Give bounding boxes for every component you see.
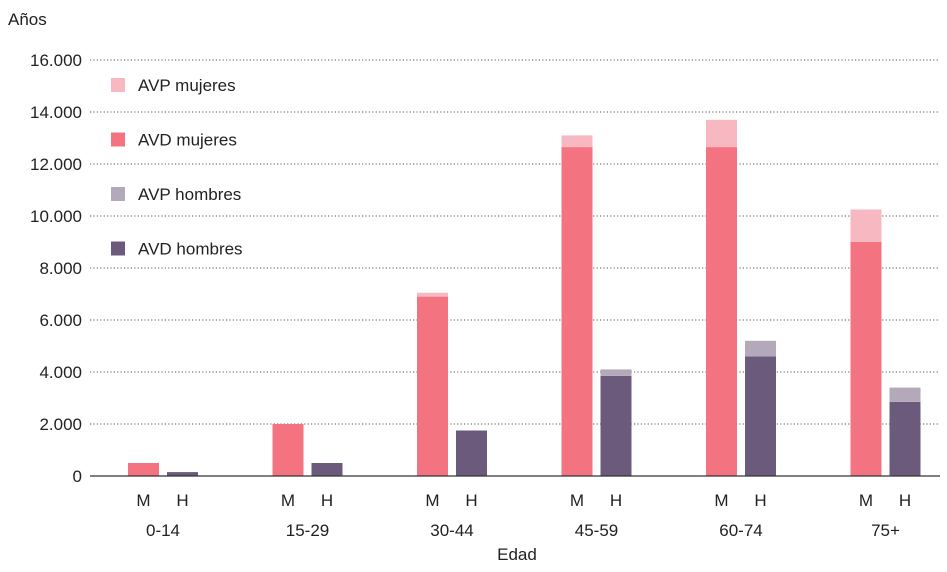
x-category-label: 15-29: [286, 521, 329, 540]
x-category-label: 30-44: [430, 521, 473, 540]
bar-avp-hombres: [745, 340, 776, 357]
bar-avp-mujeres: [706, 119, 737, 148]
bar-avd-hombres: [600, 375, 632, 476]
bar-avp-mujeres: [561, 135, 593, 148]
x-category-label: 60-74: [719, 521, 762, 540]
y-tick-label: 4.000: [39, 363, 82, 382]
y-tick-labels: 0 2.000 4.000 6.000 8.000 10.000 12.000 14.000 1…: [30, 51, 82, 486]
bar-avd-mujeres: [561, 147, 593, 476]
x-sub-label: H: [176, 491, 188, 510]
x-category-label: 0-14: [146, 521, 180, 540]
x-category-label: 75+: [871, 521, 900, 540]
x-sub-label: H: [610, 491, 622, 510]
x-category-label: 45-59: [575, 521, 618, 540]
x-sub-label: M: [425, 491, 439, 510]
bar-avd-mujeres: [272, 424, 304, 476]
x-sub-label: H: [465, 491, 477, 510]
x-axis-title: Edad: [497, 545, 537, 564]
x-sub-label: M: [859, 491, 873, 510]
bar-avd-hombres: [311, 463, 343, 476]
y-tick-label: 10.000: [30, 207, 82, 226]
bar-avp-mujeres: [850, 209, 882, 242]
bar-avd-hombres: [745, 356, 776, 476]
legend-swatch: [111, 187, 125, 201]
x-sub-label: H: [754, 491, 766, 510]
bar-avd-mujeres: [850, 242, 882, 476]
bars: [128, 119, 921, 476]
legend: AVP mujeres AVD mujeres AVP hombres AVD hom…: [111, 76, 243, 259]
bar-avp-mujeres: [417, 292, 448, 297]
x-sub-label: M: [570, 491, 584, 510]
bar-avd-mujeres: [417, 296, 448, 476]
y-tick-label: 8.000: [39, 259, 82, 278]
bar-avd-hombres: [889, 401, 921, 476]
x-tick-labels: M H 0-14 M H 15-29 M H 30-44 M H 45-59 M H 60-74 M H 75+: [136, 491, 911, 540]
legend-label: AVP hombres: [138, 185, 241, 204]
y-axis-title: Años: [8, 10, 47, 29]
y-tick-label: 12.000: [30, 155, 82, 174]
x-sub-label: H: [899, 491, 911, 510]
legend-label: AVP mujeres: [138, 76, 236, 95]
legend-swatch: [111, 241, 125, 256]
x-sub-label: M: [281, 491, 295, 510]
bar-avd-hombres: [167, 472, 198, 476]
x-sub-label: H: [321, 491, 333, 510]
y-tick-label: 16.000: [30, 51, 82, 70]
gridlines: [90, 59, 940, 425]
y-tick-label: 0: [73, 467, 82, 486]
bar-avd-mujeres: [706, 147, 737, 476]
x-sub-label: M: [714, 491, 728, 510]
bar-avp-hombres: [600, 369, 632, 376]
bar-avp-hombres: [889, 387, 921, 402]
bar-avd-mujeres: [128, 463, 159, 476]
y-tick-label: 6.000: [39, 311, 82, 330]
legend-label: AVD mujeres: [138, 131, 237, 150]
legend-label: AVD hombres: [138, 240, 243, 259]
x-sub-label: M: [136, 491, 150, 510]
legend-swatch: [111, 78, 125, 92]
y-tick-label: 2.000: [39, 415, 82, 434]
y-tick-label: 14.000: [30, 103, 82, 122]
legend-swatch: [111, 132, 125, 147]
bar-avd-hombres: [456, 430, 487, 476]
